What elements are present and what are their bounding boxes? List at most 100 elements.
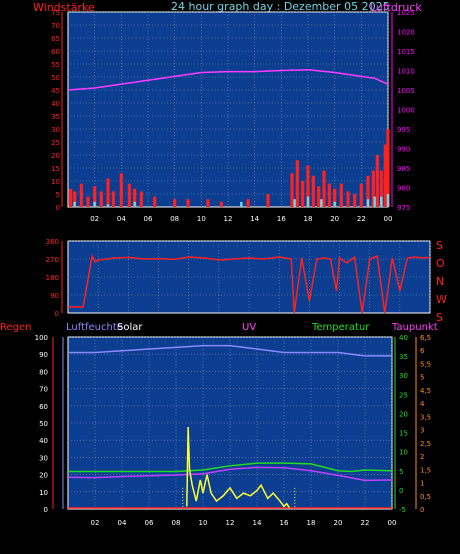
temp-tick-label: 40 — [399, 334, 408, 342]
left-tick-label: 50 — [51, 74, 60, 82]
gust-bar — [306, 196, 310, 207]
gust-bar — [380, 196, 383, 207]
wind-bar — [339, 183, 343, 207]
header-label: Regen — [0, 322, 32, 333]
x-tick-label: 22 — [361, 519, 370, 527]
left-tick-label: 70 — [51, 22, 60, 30]
right-tick-label: 1015 — [397, 48, 415, 56]
left-tick-label: 10 — [51, 178, 60, 186]
left-tick-label: 35 — [51, 113, 60, 121]
x-tick-label: 04 — [118, 519, 127, 527]
humidity-line — [68, 344, 392, 357]
left-tick-label: 40 — [51, 100, 60, 108]
header-label: Taupunkt — [391, 322, 438, 333]
wind-bar — [359, 183, 363, 207]
x-tick-label: 14 — [250, 215, 259, 223]
wind-bar — [106, 178, 110, 207]
left-tick-label: 180 — [46, 274, 59, 282]
uv-tick-label: 1 — [420, 480, 424, 488]
temp-tick-label: 15 — [399, 430, 408, 438]
x-tick-label: 06 — [145, 519, 154, 527]
pressure-axis-title: Luftdruck — [370, 1, 422, 14]
temp-tick-label: 10 — [399, 449, 408, 457]
temp-tick-label: 25 — [399, 391, 408, 399]
wind-bar — [290, 173, 294, 207]
humidity-tick-label: 80 — [39, 368, 48, 376]
wind-bar — [295, 160, 299, 207]
wind-axis-title: Windstärke — [33, 1, 95, 14]
wind-bar — [153, 196, 157, 207]
uv-tick-label: 6,5 — [420, 334, 431, 342]
wind-bar — [375, 155, 379, 207]
right-tick-label: 1010 — [397, 68, 415, 76]
gust-bar — [386, 194, 390, 207]
humidity-tick-label: 10 — [39, 489, 48, 497]
uv-tick-label: 4,5 — [420, 387, 431, 395]
wind-bar — [246, 199, 250, 207]
header-label: UV — [242, 322, 256, 333]
x-tick-label: 14 — [253, 519, 262, 527]
humidity-tick-label: 100 — [35, 334, 48, 342]
x-tick-label: 20 — [330, 215, 339, 223]
gust-bar — [333, 201, 336, 207]
wind-bar — [99, 191, 103, 207]
wind-bar — [306, 165, 310, 207]
x-tick-label: 12 — [226, 519, 235, 527]
x-tick-label: 10 — [197, 215, 206, 223]
x-tick-label: 02 — [90, 215, 99, 223]
temperature-line — [68, 462, 393, 473]
header-label: Temperatur — [311, 322, 370, 333]
humidity-tick-label: 30 — [39, 454, 48, 462]
x-tick-label: 18 — [307, 519, 316, 527]
uv-tick-label: 6 — [420, 347, 425, 355]
temp-tick-label: 5 — [399, 468, 403, 476]
right-tick-label: 980 — [397, 185, 410, 193]
chart-title: 24 hour graph day : Dezember 05 2025 — [171, 0, 390, 13]
wind-bar — [93, 186, 97, 207]
x-tick-label: 16 — [280, 519, 289, 527]
wind-bar — [86, 196, 90, 207]
gust-bar — [373, 196, 376, 207]
wind-bar — [119, 173, 123, 207]
humidity-tick-label: 70 — [39, 386, 48, 394]
right-tick-label: 1020 — [397, 29, 415, 37]
gust-bar — [106, 204, 110, 207]
gust-bar — [366, 199, 370, 207]
x-tick-label: 16 — [277, 215, 286, 223]
x-tick-label: 22 — [357, 215, 366, 223]
x-tick-label: 20 — [334, 519, 343, 527]
uv-tick-label: 5,5 — [420, 360, 431, 368]
dewpoint-line — [67, 466, 393, 482]
temp-tick-label: 20 — [399, 410, 408, 418]
x-tick-label: 00 — [388, 519, 397, 527]
right-tick-label: 995 — [397, 126, 410, 134]
wind-bar — [111, 191, 115, 207]
wind-bar — [353, 194, 357, 207]
x-tick-label: 18 — [304, 215, 313, 223]
left-tick-label: 15 — [51, 165, 60, 173]
wind-bar — [186, 199, 190, 207]
x-tick-label: 04 — [117, 215, 126, 223]
x-tick-label: 02 — [91, 519, 100, 527]
wind-bar — [206, 199, 210, 207]
wind-pressure-panel: 0510152025303540455055606570759759809859… — [51, 9, 415, 223]
left-tick-label: 0 — [56, 204, 60, 212]
uv-tick-label: 0 — [420, 506, 424, 514]
uv-tick-label: 0,5 — [420, 493, 431, 501]
humidity-tick-label: 40 — [39, 437, 48, 445]
x-tick-label: 12 — [224, 215, 233, 223]
wind-bar — [133, 188, 137, 207]
left-tick-label: 45 — [51, 87, 60, 95]
wind-bar — [379, 170, 383, 207]
uv-tick-label: 2 — [420, 453, 424, 461]
uv-tick-label: 3 — [420, 427, 424, 435]
wind-bar — [301, 181, 305, 207]
gust-bar — [293, 199, 296, 207]
x-tick-label: 10 — [199, 519, 208, 527]
wind-bar — [73, 191, 77, 207]
left-tick-label: 25 — [51, 139, 60, 147]
wind-bar — [266, 194, 270, 207]
